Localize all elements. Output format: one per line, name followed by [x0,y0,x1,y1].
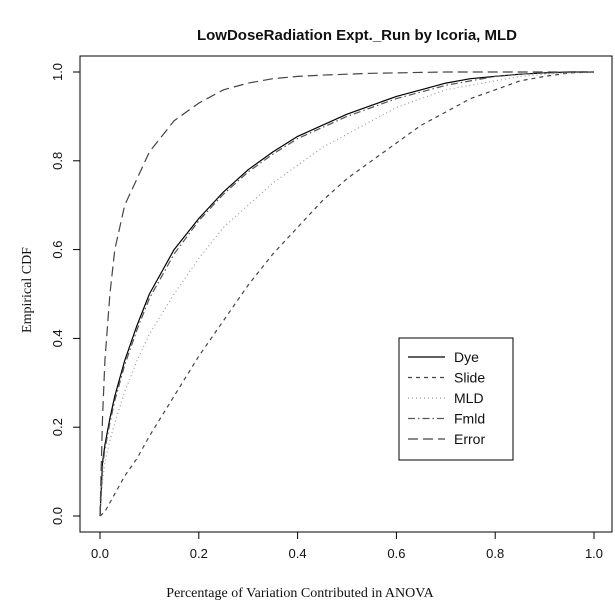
legend-box [398,337,514,461]
x-tick-label: 0.8 [486,546,504,561]
y-axis-label: Empirical CDF [20,247,35,333]
chart-title: LowDoseRadiation Expt._Run by Icoria, ML… [197,27,517,44]
x-tick-label: 0.2 [190,546,208,561]
x-axis-label: Percentage of Variation Contributed in A… [166,586,434,601]
legend-label-dye: Dye [454,349,479,365]
series-line-fmld [99,71,594,517]
x-tick-label: 0.6 [387,546,405,561]
legend-label-fmld: Fmld [454,411,485,427]
legend-label-error: Error [454,431,485,447]
y-tick-label: 0.8 [50,152,65,170]
legend-label-slide: Slide [454,370,485,386]
x-tick-label: 0.4 [289,546,307,561]
legend: Dye Slide MLD Fmld Error [398,337,514,461]
y-tick-label: 0.0 [50,507,65,525]
series-line-error [99,71,594,517]
axis-ticks: 0.0 0.2 0.4 0.6 0.8 1.0 0.0 0.2 0.4 0.6 0.8 1.0 [50,63,603,561]
legend-label-mld: MLD [454,390,484,406]
y-tick-label: 1.0 [50,63,65,81]
y-tick-label: 0.6 [50,241,65,259]
y-tick-label: 0.4 [50,329,65,347]
series-line-slide [99,71,595,517]
x-tick-label: 0.0 [91,546,109,561]
y-tick-label: 0.2 [50,418,65,436]
series-line-dye [99,71,594,517]
x-tick-label: 1.0 [585,546,603,561]
series-curves [99,71,595,517]
series-line-mld [99,71,595,517]
plot-frame [79,55,613,533]
